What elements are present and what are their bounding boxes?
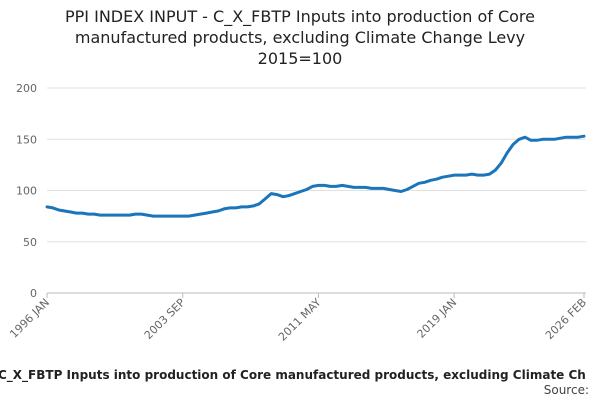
y-tick-label: 150 [16, 133, 37, 146]
y-tick-label: 0 [30, 287, 37, 300]
y-tick-label: 200 [16, 82, 37, 95]
series-name: C_X_FBTP Inputs into production of Core … [0, 368, 586, 383]
x-tick-label: 2026 FEB [543, 296, 589, 342]
y-tick-label: 50 [23, 236, 37, 249]
chart-title: manufactured products, excluding Climate… [75, 28, 525, 47]
chart-title: 2015=100 [258, 49, 343, 68]
x-tick-label: 2003 SEP [142, 296, 188, 342]
series-line [45, 134, 586, 218]
y-tick-label: 100 [16, 185, 37, 198]
x-tick-label: 2011 MAY [276, 296, 324, 344]
source: Source: [544, 383, 589, 397]
chart-title: PPI INDEX INPUT - C_X_FBTP Inputs into p… [65, 7, 535, 27]
x-tick-label: 2019 JAN [415, 296, 460, 341]
x-tick-label: 1996 JAN [7, 296, 52, 341]
